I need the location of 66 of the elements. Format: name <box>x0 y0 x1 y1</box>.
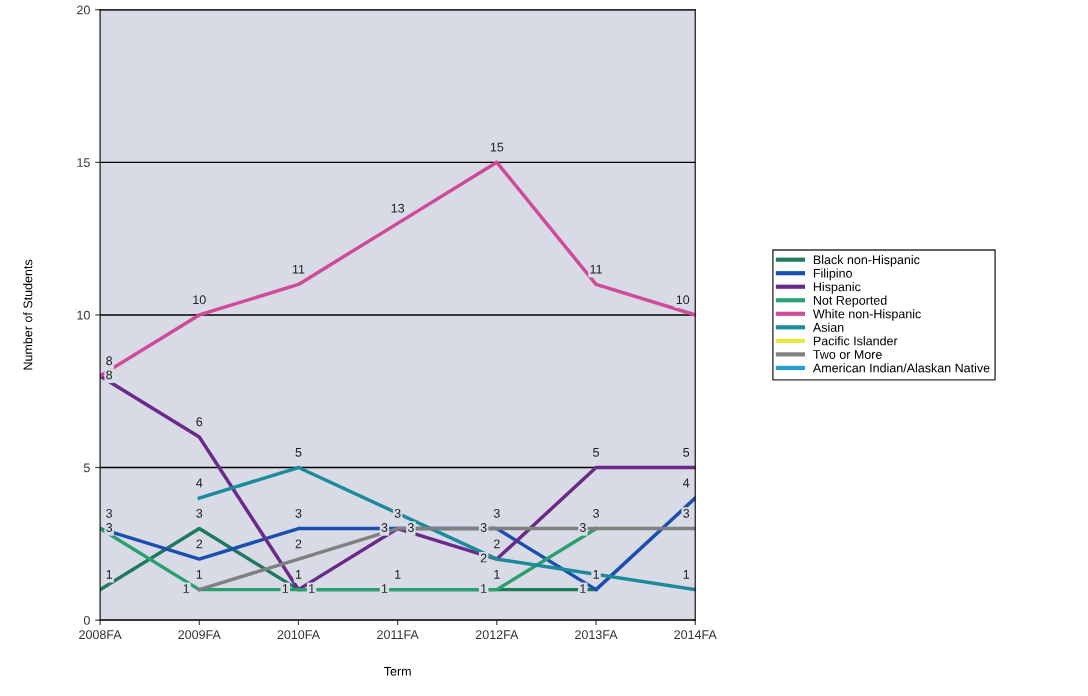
data-label: 15 <box>490 142 504 152</box>
data-label: 3 <box>381 523 388 532</box>
data-label: 3 <box>480 523 487 532</box>
y-tick-label: 20 <box>77 5 90 15</box>
legend-label: Asian <box>812 322 844 332</box>
data-label: 11 <box>590 264 602 274</box>
line-series <box>197 465 696 592</box>
y-tick-label: 10 <box>77 310 90 320</box>
data-label: 8 <box>106 356 113 366</box>
data-label: 10 <box>193 295 206 305</box>
data-label: 11 <box>292 264 305 274</box>
x-tick-label: 2009FA <box>178 630 221 640</box>
y-tick-label: 15 <box>77 158 90 167</box>
data-label: 5 <box>593 448 599 457</box>
legend-label: Filipino <box>813 268 852 281</box>
data-label: 2 <box>480 553 487 563</box>
data-label: 1 <box>494 570 500 579</box>
data-label: 1 <box>295 570 302 579</box>
data-label: 10 <box>676 295 690 305</box>
data-label: 1 <box>183 584 189 593</box>
x-tick-label: 2013FA <box>575 630 618 640</box>
data-label: 1 <box>282 584 289 593</box>
y-tick-label: 0 <box>83 615 90 625</box>
data-label: 1 <box>309 584 315 593</box>
legend-label: Pacific Islander <box>813 336 898 346</box>
data-label: 5 <box>683 448 690 457</box>
x-tick-label: 2011FA <box>377 630 419 640</box>
legend-label: Two or More <box>813 350 882 359</box>
legend-label: American Indian/Alaskan Native <box>812 363 990 373</box>
data-label: 1 <box>395 570 401 579</box>
data-label: 2 <box>494 539 500 549</box>
x-tick-label: 2008FA <box>79 630 122 640</box>
data-label: 4 <box>683 478 690 488</box>
data-label: 1 <box>196 570 203 579</box>
data-label: 1 <box>381 584 388 593</box>
legend-label: Black non-Hispanic <box>813 255 920 267</box>
data-label: 1 <box>580 584 586 593</box>
data-label: 6 <box>196 417 203 427</box>
legend-label: Not Reported <box>813 295 887 308</box>
y-axis-title: Number of Students <box>23 259 33 370</box>
data-label: 3 <box>106 508 113 518</box>
x-tick-label: 2010FA <box>277 630 320 640</box>
legend-label: White non-Hispanic <box>812 309 921 321</box>
line-series <box>100 160 696 378</box>
data-label: 1 <box>593 570 599 579</box>
data-label: 2 <box>196 539 203 549</box>
data-label: 3 <box>579 523 586 532</box>
data-label: 3 <box>295 508 302 518</box>
data-label: 2 <box>295 539 302 549</box>
data-label: 3 <box>196 508 203 518</box>
y-tick-label: 5 <box>83 463 90 473</box>
data-label: 3 <box>394 508 401 518</box>
data-label: 13 <box>391 203 405 213</box>
data-label: 3 <box>593 508 599 518</box>
data-label: 3 <box>683 508 690 518</box>
data-label: 3 <box>407 523 414 532</box>
data-label: 3 <box>493 508 500 518</box>
data-label: 4 <box>196 478 203 488</box>
data-label: 5 <box>295 448 302 457</box>
legend-label: Hispanic <box>813 282 861 294</box>
x-axis-title: Term <box>384 666 411 676</box>
x-tick-label: 2012FA <box>475 630 519 640</box>
x-tick-label: 2014FA <box>674 630 717 640</box>
data-label: 1 <box>683 570 690 579</box>
data-label: 1 <box>106 570 112 579</box>
data-label: 1 <box>481 584 487 593</box>
